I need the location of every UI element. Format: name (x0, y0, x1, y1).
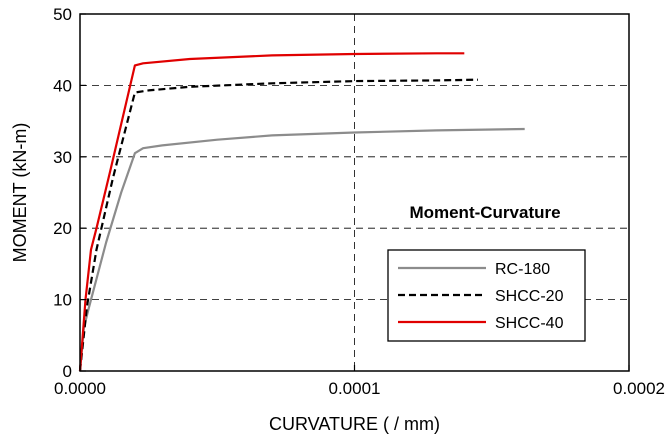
series-lines (78, 52, 525, 372)
y-axis-label: MOMENT (kN-m) (10, 123, 30, 263)
legend-label-shcc-40: SHCC-40 (495, 315, 564, 332)
legend-label-rc-180: RC-180 (495, 261, 550, 278)
x-tick-label: 0.0001 (329, 379, 381, 398)
y-tick-label: 40 (53, 76, 72, 95)
y-tick-label: 0 (63, 362, 72, 381)
y-tick-label: 20 (53, 219, 72, 238)
legend-label-shcc-20: SHCC-20 (495, 288, 564, 305)
legend: RC-180 SHCC-20 SHCC-40 (387, 249, 586, 342)
series-line-shcc-20 (78, 78, 479, 372)
y-tick-label: 50 (53, 5, 72, 24)
chart-annotation: Moment-Curvature (409, 203, 560, 222)
x-tick-label: 0.0000 (54, 379, 106, 398)
axis-ticks: 0 10 20 30 40 50 0.0000 0.0001 0.0002 (53, 5, 665, 398)
y-tick-label: 10 (53, 291, 72, 310)
x-tick-label: 0.0002 (613, 379, 665, 398)
series-line-shcc-40 (78, 52, 465, 372)
x-axis-label: CURVATURE ( / mm) (269, 414, 440, 434)
y-tick-label: 30 (53, 148, 72, 167)
